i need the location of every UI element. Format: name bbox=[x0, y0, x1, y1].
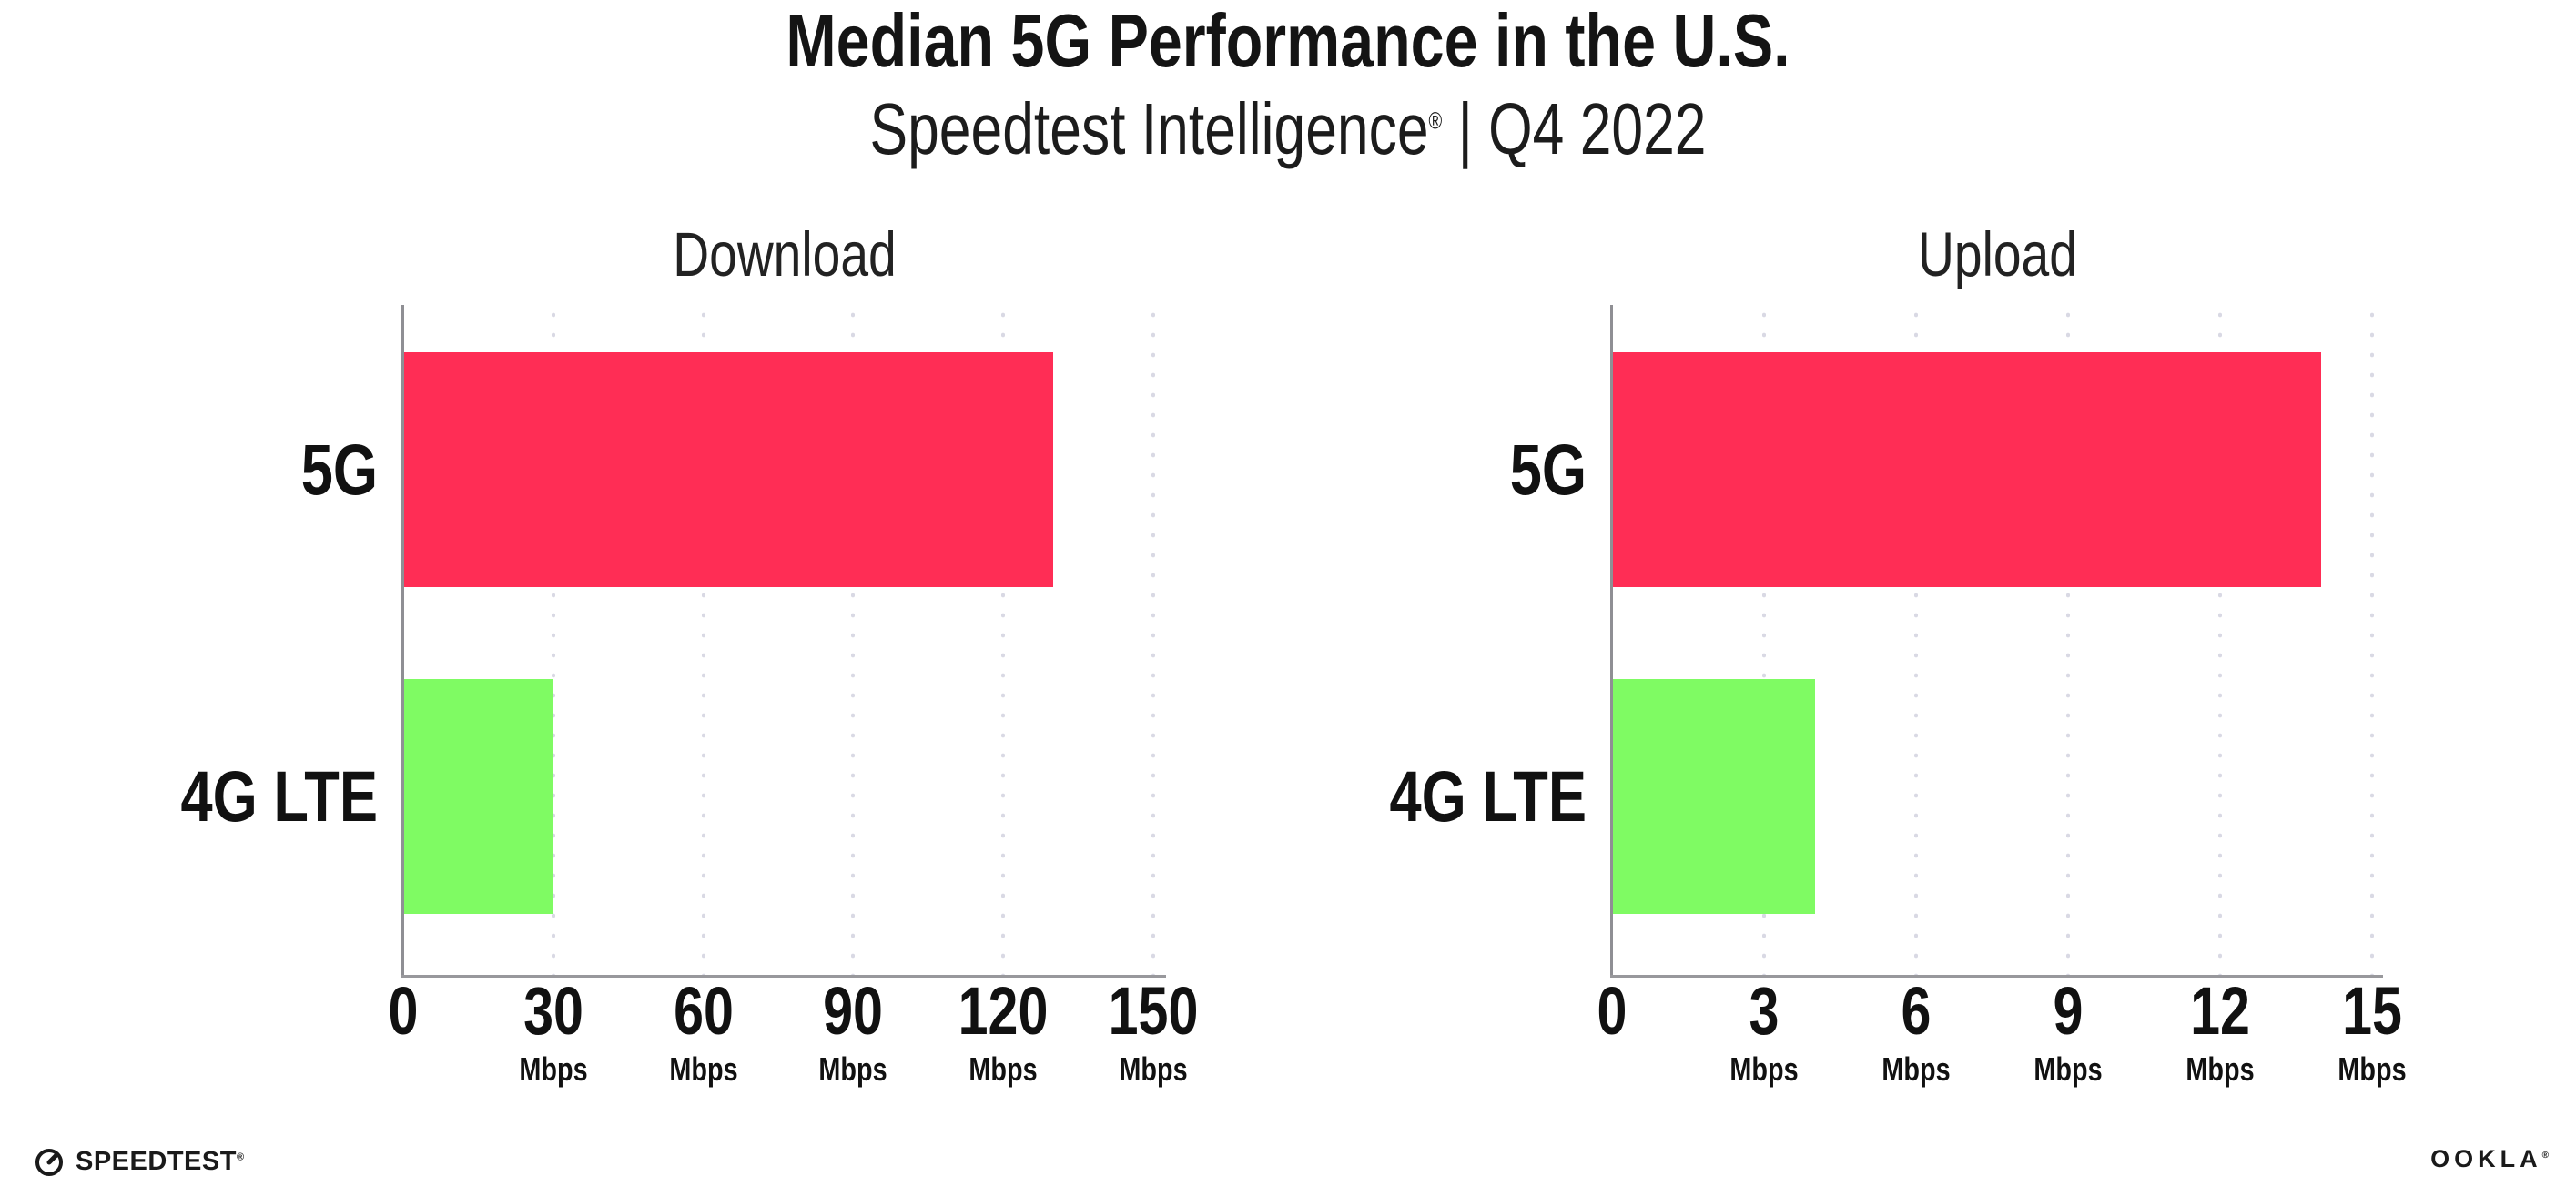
download-bar-5g bbox=[404, 352, 1053, 587]
upload-x-tick-unit: Mbps bbox=[1729, 1050, 1799, 1088]
upload-x-tick-value: 6 bbox=[1901, 973, 1932, 1049]
upload-x-axis bbox=[1610, 975, 2383, 978]
download-gridline-120 bbox=[1001, 305, 1006, 975]
download-y-axis bbox=[401, 305, 404, 978]
upload-bar-5g bbox=[1613, 352, 2321, 587]
upload-chart-title: Upload bbox=[1918, 219, 2077, 289]
upload-x-tick-unit: Mbps bbox=[2338, 1050, 2407, 1088]
registered-mark: ® bbox=[1428, 108, 1443, 135]
ookla-logo: OOKLA® bbox=[2430, 1145, 2549, 1172]
subtitle-period: | Q4 2022 bbox=[1442, 88, 1707, 169]
upload-gridline-15 bbox=[2370, 305, 2374, 975]
download-x-tick-value: 90 bbox=[823, 973, 884, 1049]
upload-x-tick-label-9: 9 Mbps bbox=[1988, 978, 2148, 1086]
upload-x-tick-label-15: 15 Mbps bbox=[2292, 978, 2452, 1086]
download-gridline-90 bbox=[851, 305, 856, 975]
download-x-tick-label-0: 0 bbox=[323, 978, 483, 1045]
download-x-tick-unit: Mbps bbox=[519, 1050, 588, 1088]
download-x-tick-value: 30 bbox=[522, 973, 583, 1049]
upload-x-tick-value: 9 bbox=[2053, 973, 2084, 1049]
download-x-tick-label-150: 150 Mbps bbox=[1073, 978, 1233, 1086]
speedtest-logo: SPEEDTEST® bbox=[31, 1143, 245, 1180]
upload-x-tick-label-6: 6 Mbps bbox=[1836, 978, 1996, 1086]
upload-gridline-6 bbox=[1914, 305, 1918, 975]
download-x-tick-label-120: 120 Mbps bbox=[923, 978, 1083, 1086]
download-category-label-4g-lte: 4G LTE bbox=[180, 756, 378, 837]
download-gridline-60 bbox=[701, 305, 705, 975]
speedtest-registered-mark: ® bbox=[236, 1151, 245, 1163]
speedtest-wordmark: SPEEDTEST® bbox=[76, 1143, 245, 1180]
upload-x-tick-value: 0 bbox=[1597, 973, 1628, 1049]
speedtest-gauge-icon bbox=[35, 1149, 63, 1176]
download-x-tick-value: 60 bbox=[673, 973, 734, 1049]
upload-x-tick-label-0: 0 bbox=[1532, 978, 1692, 1045]
download-chart-title: Download bbox=[673, 219, 897, 289]
page-title: Median 5G Performance in the U.S. bbox=[786, 0, 1790, 83]
download-x-tick-label-60: 60 Mbps bbox=[624, 978, 784, 1086]
ookla-label: OOKLA bbox=[2430, 1145, 2542, 1172]
upload-category-label-4g-lte: 4G LTE bbox=[1389, 756, 1587, 837]
download-category-label-5g: 5G bbox=[300, 429, 378, 510]
upload-x-tick-unit: Mbps bbox=[2033, 1050, 2103, 1088]
speedtest-label: SPEEDTEST bbox=[76, 1147, 237, 1176]
upload-x-tick-label-3: 3 Mbps bbox=[1684, 978, 1844, 1086]
download-gridline-150 bbox=[1151, 305, 1155, 975]
upload-x-tick-value: 15 bbox=[2342, 973, 2402, 1049]
subtitle-brand: Speedtest Intelligence bbox=[869, 88, 1429, 169]
upload-x-tick-value: 3 bbox=[1749, 973, 1780, 1049]
upload-y-axis bbox=[1610, 305, 1613, 978]
download-x-tick-label-30: 30 Mbps bbox=[473, 978, 634, 1086]
upload-x-tick-unit: Mbps bbox=[1881, 1050, 1951, 1088]
upload-x-tick-label-12: 12 Mbps bbox=[2140, 978, 2300, 1086]
download-x-tick-unit: Mbps bbox=[668, 1050, 738, 1088]
download-x-tick-value: 120 bbox=[958, 973, 1049, 1049]
upload-gridline-3 bbox=[1762, 305, 1766, 975]
ookla-registered-mark: ® bbox=[2541, 1151, 2549, 1161]
download-gridline-30 bbox=[551, 305, 555, 975]
upload-category-label-5g: 5G bbox=[1509, 429, 1587, 510]
download-x-tick-value: 150 bbox=[1108, 973, 1199, 1049]
download-x-tick-unit: Mbps bbox=[969, 1050, 1038, 1088]
download-x-tick-value: 0 bbox=[388, 973, 419, 1049]
download-x-tick-label-90: 90 Mbps bbox=[773, 978, 933, 1086]
upload-gridline-9 bbox=[2066, 305, 2070, 975]
upload-x-tick-value: 12 bbox=[2190, 973, 2250, 1049]
download-x-tick-unit: Mbps bbox=[1119, 1050, 1188, 1088]
upload-x-tick-unit: Mbps bbox=[2186, 1050, 2255, 1088]
download-x-axis bbox=[401, 975, 1166, 978]
upload-bar-4g-lte bbox=[1613, 679, 1815, 914]
download-x-tick-unit: Mbps bbox=[818, 1050, 887, 1088]
upload-gridline-12 bbox=[2218, 305, 2222, 975]
page-subtitle: Speedtest Intelligence® | Q4 2022 bbox=[283, 89, 2292, 169]
download-bar-4g-lte bbox=[404, 679, 553, 914]
